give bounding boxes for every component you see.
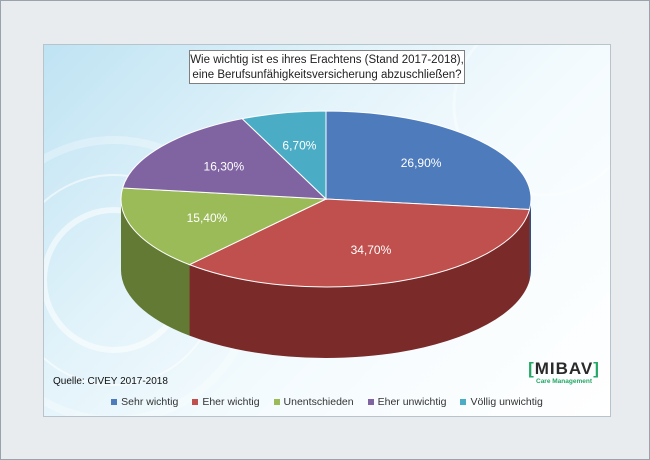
legend-swatch bbox=[273, 399, 280, 405]
logo-subtitle: Care Management bbox=[536, 378, 592, 385]
pie-slice-sehr-wichtig bbox=[325, 110, 532, 211]
pie-side-unentschieden bbox=[121, 199, 190, 336]
chart-panel: 26,90% 34,70% 15,40% 16,30% 6,70% Wie wichti… bbox=[43, 44, 611, 417]
legend-item-eher-wichtig: Eher wichtig bbox=[192, 394, 260, 410]
legend-item-eher-unwichtig: Eher unwichtig bbox=[367, 394, 447, 410]
legend-item-v-llig-unwichtig: Völlig unwichtig bbox=[460, 394, 543, 410]
pie-slice-eher-wichtig bbox=[188, 198, 531, 288]
legend-swatch bbox=[111, 399, 118, 405]
pie-side-eher-wichtig bbox=[189, 209, 530, 359]
chart-title-line-2: eine Berufsunfähigkeitsversicherung abzu… bbox=[192, 69, 462, 81]
legend-label: Völlig unwichtig bbox=[470, 396, 543, 408]
legend-label: Unentschieden bbox=[283, 396, 354, 408]
legend-item-unentschieden: Unentschieden bbox=[273, 394, 354, 410]
data-label-eher-wichtig: 34,70% bbox=[351, 243, 392, 257]
legend-swatch bbox=[192, 399, 199, 405]
data-label-v-llig-unwichtig: 6,70% bbox=[282, 139, 316, 153]
data-label-sehr-wichtig: 26,90% bbox=[401, 156, 442, 170]
data-label-eher-unwichtig: 16,30% bbox=[204, 160, 245, 174]
chart-title-line-1: Wie wichtig ist es ihres Erachtens (Stan… bbox=[190, 54, 464, 66]
legend: Sehr wichtig Eher wichtig Unentschieden Ehe… bbox=[44, 394, 610, 410]
pie-side-sehr-wichtig bbox=[529, 199, 531, 281]
legend-item-sehr-wichtig: Sehr wichtig bbox=[111, 394, 178, 410]
mibav-logo: [MIBAV] Care Management bbox=[528, 359, 600, 387]
legend-label: Eher wichtig bbox=[202, 396, 260, 408]
source-note: Quelle: CIVEY 2017-2018 bbox=[53, 376, 168, 387]
logo-text: [MIBAV] bbox=[528, 359, 600, 378]
pie-slice-unentschieden bbox=[120, 187, 327, 266]
pie-slice-v-llig-unwichtig bbox=[241, 110, 327, 201]
pie-chart: 26,90% 34,70% 15,40% 16,30% 6,70% bbox=[44, 45, 610, 416]
legend-swatch bbox=[460, 399, 467, 405]
chart-title: Wie wichtig ist es ihres Erachtens (Stan… bbox=[189, 50, 465, 84]
legend-label: Sehr wichtig bbox=[121, 396, 179, 408]
data-label-unentschieden: 15,40% bbox=[187, 211, 228, 225]
pie-slice-eher-unwichtig bbox=[121, 118, 328, 200]
legend-label: Eher unwichtig bbox=[377, 396, 447, 408]
legend-swatch bbox=[367, 399, 374, 405]
